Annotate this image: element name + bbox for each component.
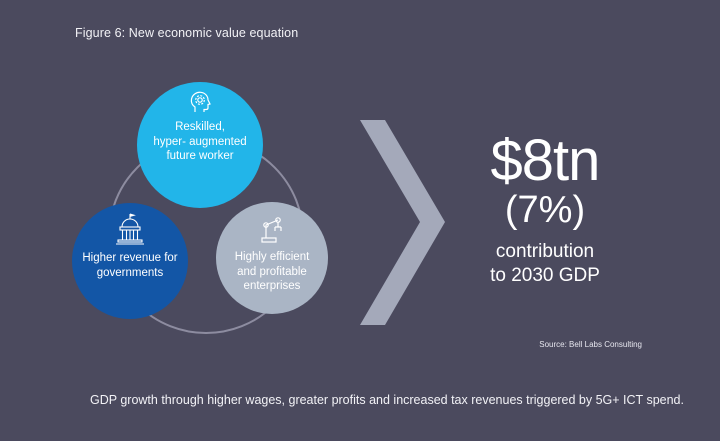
circle-label-enterprises: Highly efficient and profitable enterpri… (234, 251, 310, 292)
circle-future-worker: Reskilled, hyper- augmented future worke… (137, 82, 263, 208)
circle-label-future-worker: Reskilled, hyper- augmented future worke… (153, 121, 247, 162)
footnote: GDP growth through higher wages, greater… (90, 393, 684, 407)
robot-arm-icon (261, 217, 282, 243)
source-note: Source: Bell Labs Consulting (539, 340, 642, 349)
result-block: $8tn (7%) contribution to 2030 GDP (470, 130, 620, 288)
figure-title: Figure 6: New economic value equation (75, 26, 299, 40)
gear-head-icon (190, 91, 211, 112)
contribution-line1: contribution (495, 241, 595, 262)
gdp-percent: (7%) (504, 189, 586, 231)
government-building-icon (116, 213, 144, 245)
circle-government-revenue: Higher revenue for governments (72, 203, 188, 319)
contribution-line2: to 2030 GDP (490, 265, 600, 286)
circle-label-government-revenue: Higher revenue for governments (82, 252, 178, 279)
chevron-arrow-icon (360, 120, 445, 325)
gdp-value: $8tn (490, 128, 601, 193)
circle-enterprises: Highly efficient and profitable enterpri… (216, 202, 328, 314)
